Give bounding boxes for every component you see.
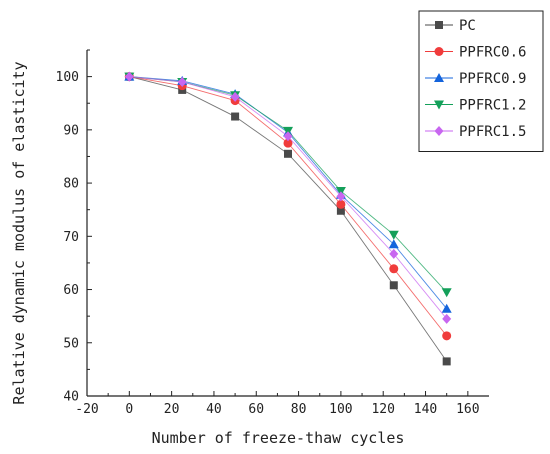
data-point (336, 199, 346, 209)
data-point (442, 357, 451, 366)
data-point (230, 91, 240, 102)
data-point (389, 264, 399, 274)
data-point (441, 288, 452, 298)
series-line (129, 76, 448, 337)
y-tick-label: 50 (63, 336, 79, 351)
legend-item: PPFRC1.5 (425, 124, 526, 140)
data-point (441, 303, 452, 313)
series-ppfrc0-9 (124, 71, 452, 313)
data-point (389, 248, 399, 259)
y-tick-label: 40 (63, 390, 79, 405)
x-tick-label: 100 (329, 402, 352, 417)
legend-marker (434, 47, 444, 56)
data-point (389, 281, 398, 290)
x-axis-title: Number of freeze-thaw cycles (152, 429, 405, 447)
series-pc (125, 72, 451, 366)
legend-label: PPFRC1.2 (459, 98, 526, 114)
series-ppfrc1-2 (124, 72, 452, 298)
legend-label: PPFRC1.5 (459, 124, 526, 140)
x-tick-label: -20 (75, 402, 98, 417)
series-layer (124, 71, 452, 366)
legend-label: PC (459, 18, 476, 34)
series-line (129, 76, 448, 320)
data-point (177, 76, 187, 87)
x-tick-label: 0 (125, 402, 133, 417)
y-axis-title: Relative dynamic modulus of elasticity (10, 61, 28, 404)
y-tick-label: 70 (63, 230, 79, 245)
legend-item: PPFRC0.9 (425, 71, 526, 87)
data-point (283, 138, 293, 148)
legend-item: PPFRC1.2 (425, 98, 526, 114)
data-point (124, 71, 134, 82)
data-point (442, 331, 452, 341)
y-tick-label: 100 (56, 70, 79, 85)
x-tick-label: 20 (164, 402, 180, 417)
legend-marker (434, 126, 444, 136)
data-point (283, 131, 293, 142)
data-point (388, 239, 399, 249)
x-tick-label: 80 (291, 402, 307, 417)
axes: -20 0 20 40 60 80 100 120 140 160 40 50 60 70 80 90 100 (56, 49, 489, 417)
legend-marker (434, 73, 444, 82)
data-point (442, 313, 452, 324)
y-tick-label: 80 (63, 177, 79, 192)
data-point (336, 206, 345, 215)
legend-label: PPFRC0.6 (459, 45, 526, 61)
series-ppfrc0-6 (124, 72, 452, 341)
x-tick-label: 40 (206, 402, 222, 417)
legend-marker (435, 21, 443, 29)
legend-item: PPFRC0.6 (425, 45, 526, 61)
data-point (284, 149, 292, 158)
x-tick-label: 160 (456, 402, 479, 417)
series-ppfrc1-5 (124, 71, 452, 324)
series-line (129, 76, 448, 362)
data-point (388, 230, 399, 240)
y-tick-label: 90 (63, 123, 79, 138)
data-point (231, 112, 240, 121)
x-tick-label: 60 (248, 402, 264, 417)
x-tick-label: 140 (414, 402, 437, 417)
data-point (336, 191, 346, 202)
legend-marker (434, 100, 444, 110)
legend-item: PC (425, 18, 476, 34)
series-line (129, 76, 448, 309)
legend: PC PPFRC0.6 PPFRC0.9 PPFRC1.2 PPFRC1.5 (418, 10, 544, 152)
y-tick-label: 60 (63, 283, 79, 298)
legend-label: PPFRC0.9 (459, 71, 526, 87)
x-tick-label: 120 (371, 402, 394, 417)
